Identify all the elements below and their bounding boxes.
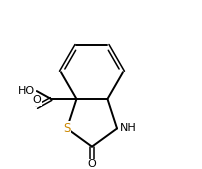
Text: O: O — [87, 159, 96, 169]
Text: NH: NH — [119, 124, 136, 134]
Text: S: S — [63, 122, 70, 135]
Text: O: O — [32, 95, 41, 105]
Text: HO: HO — [18, 86, 35, 96]
